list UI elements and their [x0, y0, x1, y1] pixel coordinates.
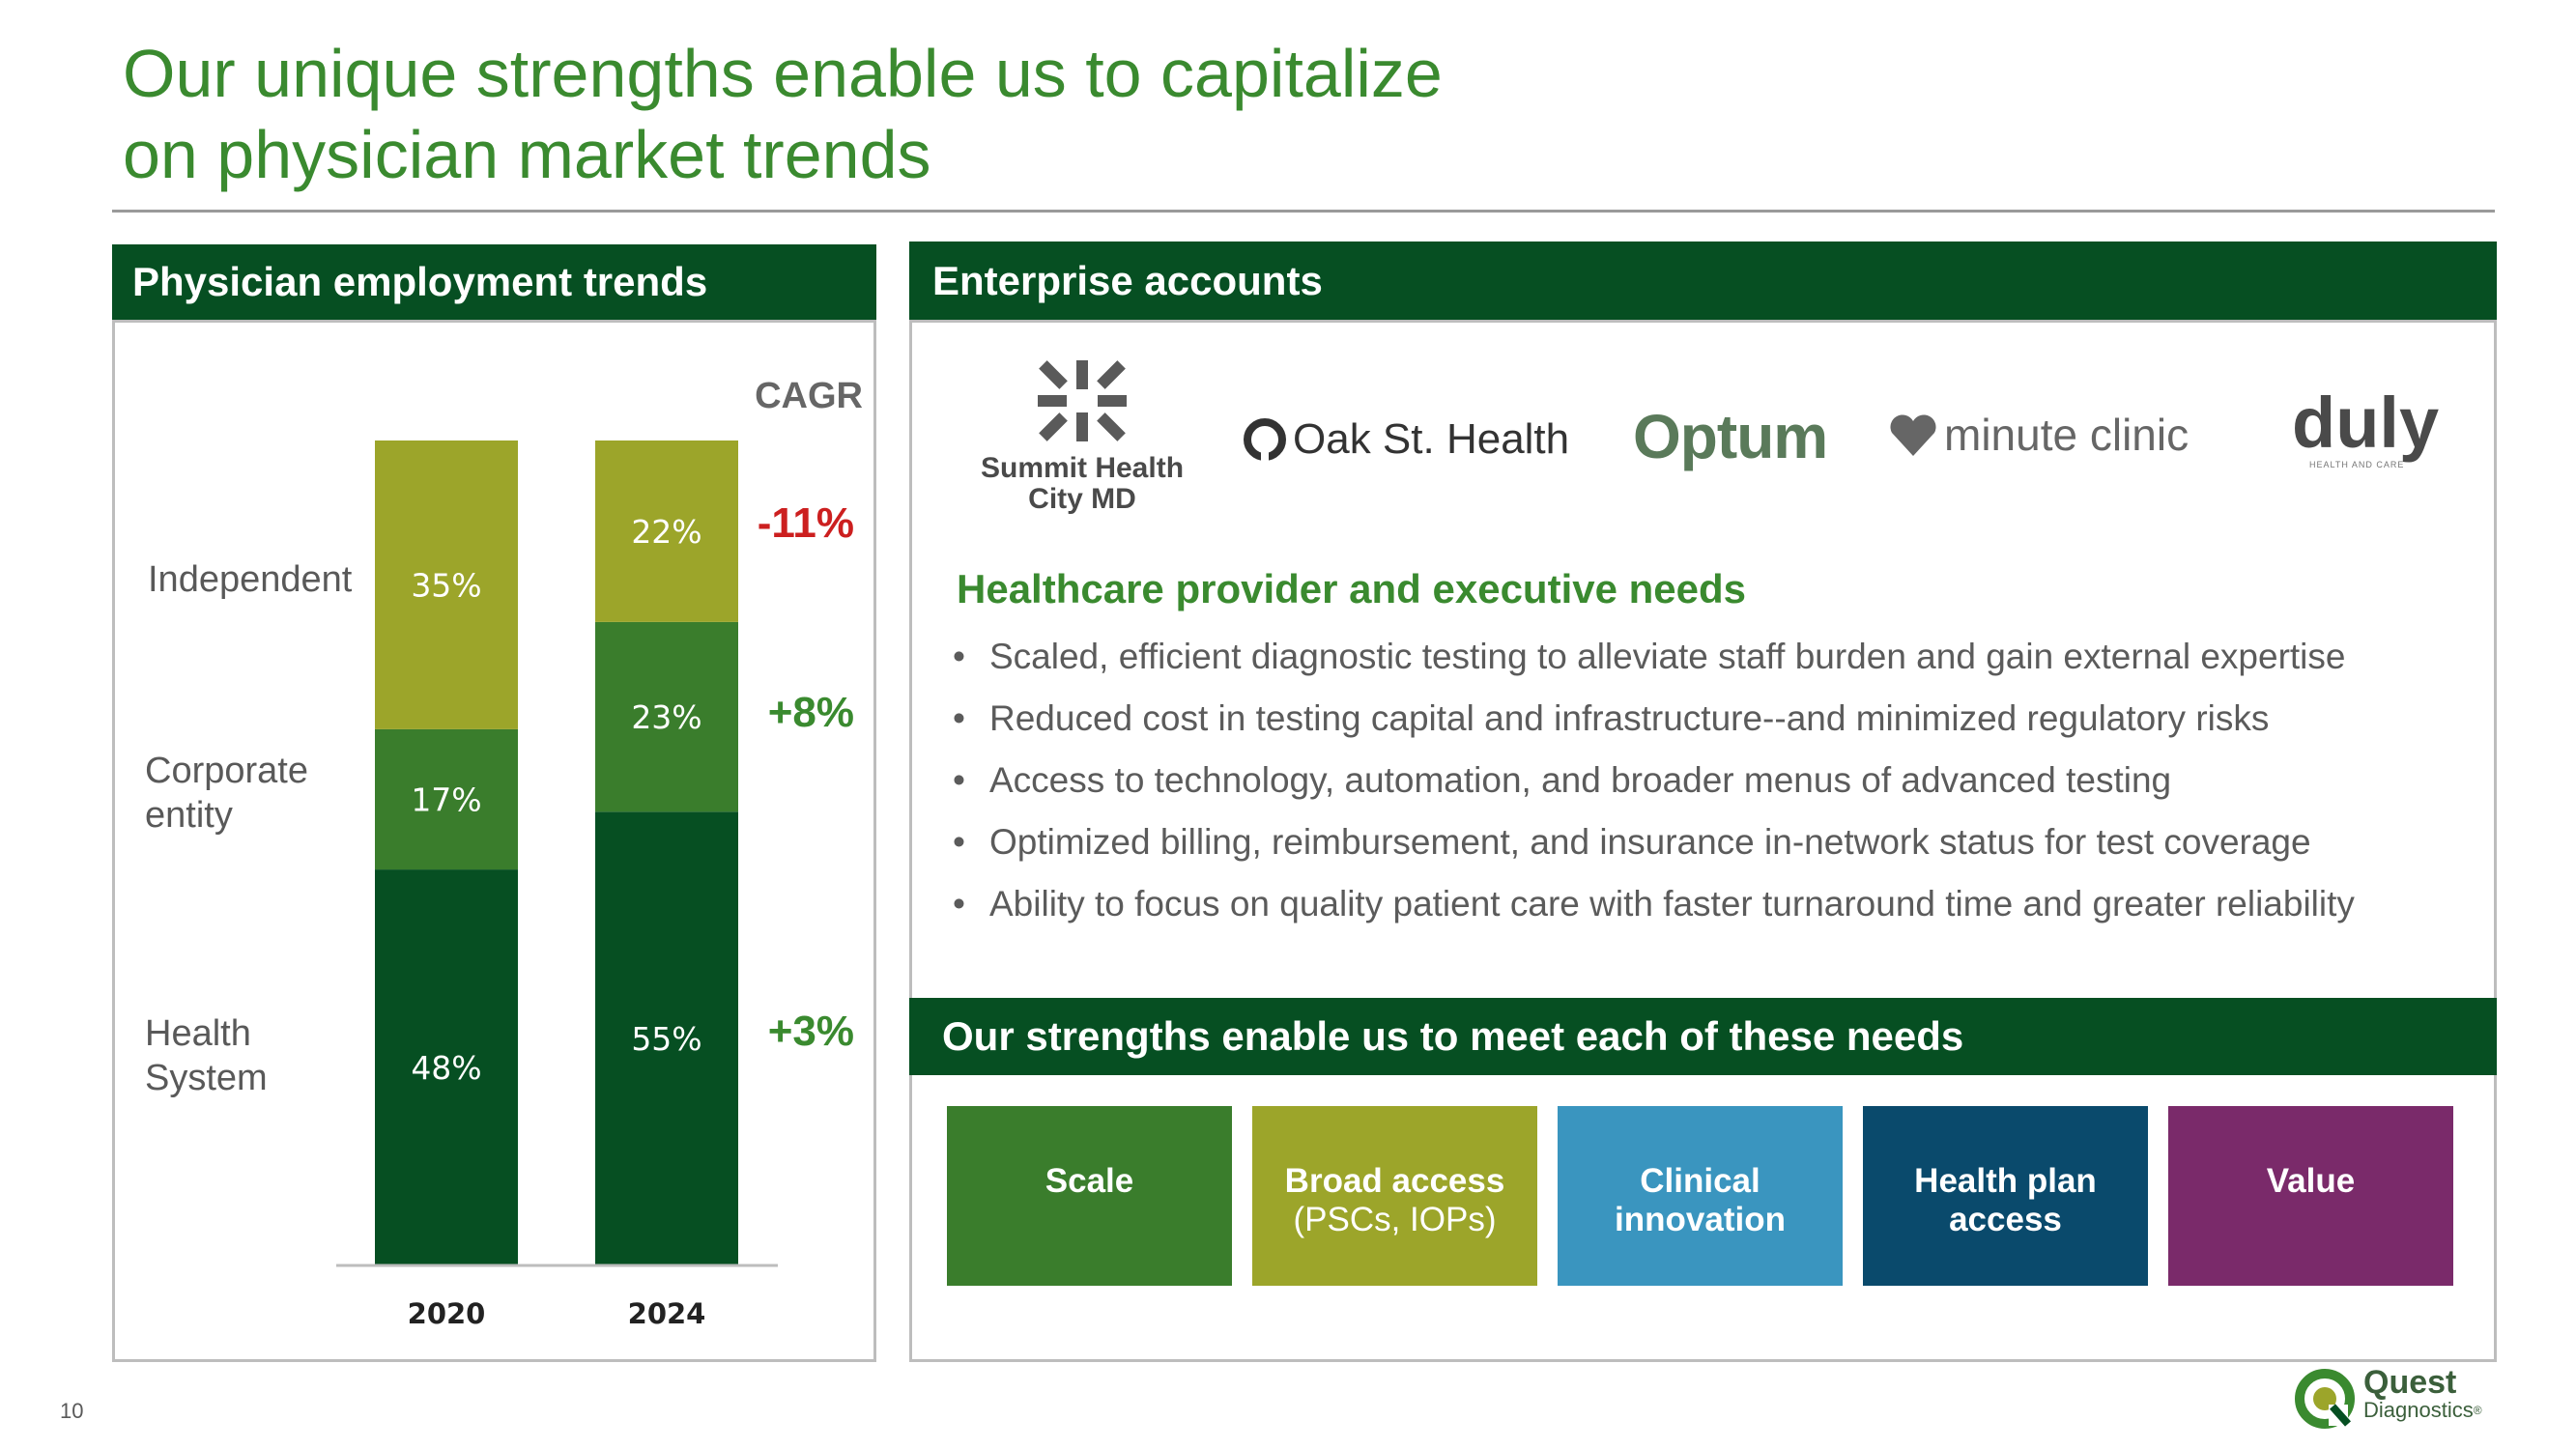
- optum-name: Optum: [1633, 402, 1828, 471]
- needs-text: Scaled, efficient diagnostic testing to …: [989, 637, 2346, 676]
- optum-logo: Optum: [1633, 401, 1828, 472]
- cagr-header: CAGR: [755, 376, 863, 416]
- needs-list-item: • Access to technology, automation, and b…: [953, 752, 2355, 813]
- duly-name: duly: [2292, 383, 2440, 463]
- slide-title: Our unique strengths enable us to capita…: [123, 33, 1765, 195]
- needs-text: Optimized billing, reimbursement, and in…: [989, 822, 2311, 862]
- citymd-name: City MD: [1028, 483, 1136, 515]
- series-label: entity: [145, 795, 233, 836]
- enterprise-accounts-header-text: Enterprise accounts: [932, 258, 1323, 303]
- enterprise-accounts-header: Enterprise accounts: [909, 242, 2497, 321]
- strength-tile-health-plan: Health plan access: [1863, 1106, 2148, 1286]
- oak-street-logo: Oak St. Health: [1241, 411, 1569, 469]
- cagr-value: -11%: [758, 499, 854, 547]
- summit-health-mark-icon: [1038, 360, 1127, 441]
- bullet-glyph: •: [953, 884, 965, 923]
- quest-diagnostics-logo: Quest Diagnostics®: [2290, 1364, 2482, 1434]
- bar-value-label: 23%: [631, 698, 701, 736]
- heart-icon: [1890, 414, 1936, 456]
- series-label: Health: [145, 1013, 251, 1054]
- strengths-header-text: Our strengths enable us to meet each of …: [942, 1013, 1964, 1059]
- minute-clinic-name: minute clinic: [1944, 410, 2190, 460]
- cagr-value: +8%: [768, 689, 854, 736]
- duly-tagline: HEALTH AND CARE: [2309, 460, 2405, 469]
- strength-tile-subtitle: (PSCs, IOPs): [1293, 1201, 1497, 1238]
- bar-segment: [375, 869, 518, 1265]
- quest-registered-mark: ®: [2473, 1404, 2482, 1417]
- strength-tile-title: Clinical: [1640, 1162, 1760, 1200]
- employment-stacked-bar-chart: 48% 55% 17% 23% 35% 22% 2020 2024 CAGR +3% +8% -11%…: [145, 376, 863, 1330]
- strength-tile-subtitle: innovation: [1615, 1201, 1786, 1238]
- series-label: System: [145, 1058, 268, 1098]
- cagr-value: +3%: [768, 1008, 854, 1055]
- bullet-glyph: •: [953, 822, 965, 862]
- bar-value-label: 17%: [411, 781, 481, 818]
- strength-tile-value: Value: [2168, 1106, 2453, 1286]
- strengths-header: Our strengths enable us to meet each of …: [909, 998, 2497, 1075]
- needs-list-item: • Scaled, efficient diagnostic testing to…: [953, 628, 2355, 690]
- bullet-glyph: •: [953, 698, 965, 738]
- page-number: 10: [60, 1399, 84, 1423]
- bar-segment: [375, 728, 518, 870]
- needs-list-item: • Ability to focus on quality patient car…: [953, 875, 2355, 937]
- series-label: Independent: [148, 559, 353, 600]
- x-tick-label: 2024: [628, 1297, 706, 1330]
- needs-list: • Scaled, efficient diagnostic testing to…: [953, 628, 2355, 937]
- strength-tile-clinical: Clinical innovation: [1558, 1106, 1843, 1286]
- oak-street-mark-icon: [1244, 418, 1286, 464]
- strength-tile-broad-access: Broad access (PSCs, IOPs): [1252, 1106, 1537, 1286]
- bar-value-label: 22%: [631, 513, 701, 551]
- strength-tile-subtitle: access: [1949, 1201, 2062, 1238]
- duly-logo: duly HEALTH AND CARE: [2292, 383, 2456, 470]
- bar-value-label: 48%: [411, 1049, 481, 1087]
- needs-list-item: • Reduced cost in testing capital and inf…: [953, 690, 2355, 752]
- oak-street-name: Oak St. Health: [1293, 415, 1570, 463]
- series-label: Corporate: [145, 751, 308, 791]
- strength-tile-scale: Scale: [947, 1106, 1232, 1286]
- strength-tile-title: Broad access: [1284, 1162, 1505, 1200]
- physician-trends-header-text: Physician employment trends: [132, 259, 708, 304]
- needs-text: Reduced cost in testing capital and infr…: [989, 698, 2270, 738]
- bullet-glyph: •: [953, 760, 965, 800]
- bar-segment: [595, 811, 738, 1265]
- bar-segment: [375, 440, 518, 729]
- bar-value-label: 55%: [631, 1020, 701, 1058]
- bullet-glyph: •: [953, 637, 965, 676]
- x-tick-label: 2020: [408, 1297, 486, 1330]
- strength-tile-title: Scale: [1045, 1162, 1134, 1200]
- needs-text: Ability to focus on quality patient care…: [989, 884, 2355, 923]
- slide-title-line1: Our unique strengths enable us to capita…: [123, 36, 1443, 111]
- bar-value-label: 35%: [411, 566, 481, 604]
- needs-list-item: • Optimized billing, reimbursement, and i…: [953, 813, 2355, 875]
- quest-brand-sub: Diagnostics: [2363, 1398, 2474, 1422]
- physician-trends-header: Physician employment trends: [112, 244, 876, 320]
- needs-title: Healthcare provider and executive needs: [957, 566, 1747, 611]
- quest-brand-name: Quest: [2363, 1364, 2457, 1401]
- strength-tile-title: Value: [2266, 1162, 2356, 1200]
- strength-tile-title: Health plan: [1914, 1162, 2097, 1200]
- minute-clinic-logo: minute clinic: [1886, 406, 2189, 464]
- bar-segment: [595, 621, 738, 812]
- summit-health-logo: Summit Health City MD: [966, 353, 1198, 517]
- quest-mark-icon: [2295, 1369, 2355, 1429]
- bar-segment: [595, 440, 738, 622]
- summit-health-name: Summit Health: [980, 452, 1185, 484]
- title-divider: [112, 210, 2495, 213]
- slide-title-line2: on physician market trends: [123, 117, 931, 192]
- needs-text: Access to technology, automation, and br…: [989, 760, 2172, 800]
